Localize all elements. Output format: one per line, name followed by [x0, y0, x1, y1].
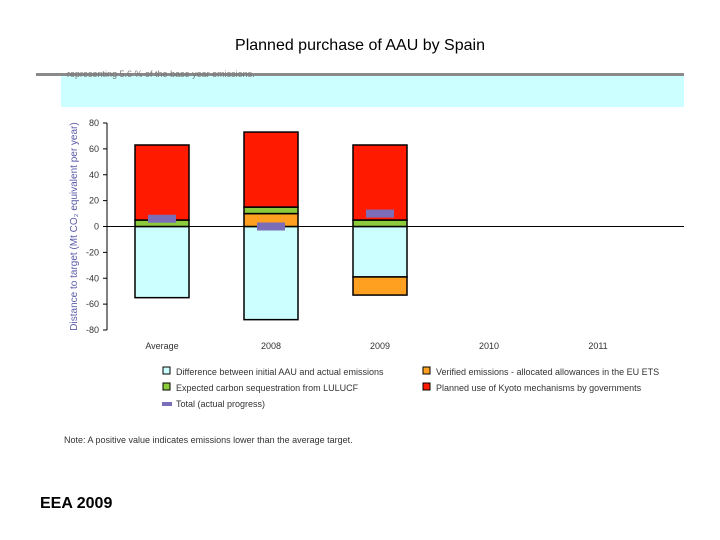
legend-label: Planned use of Kyoto mechanisms by gover…	[436, 383, 642, 393]
y-tick-label: 60	[89, 144, 99, 154]
bar-segment	[352, 276, 408, 296]
note-band: representing 5.6 % of the base year emis…	[61, 69, 684, 107]
legend-swatch	[162, 366, 171, 375]
x-category-label: 2011	[588, 341, 607, 351]
legend-label: Verified emissions - allocated allowance…	[436, 367, 659, 377]
bar-segment	[134, 225, 190, 299]
x-category-label: 2009	[370, 341, 390, 351]
y-tick-label: -20	[86, 247, 99, 257]
legend-swatch	[422, 382, 431, 391]
bar-segment	[352, 144, 408, 221]
y-tick-label: -60	[86, 299, 99, 309]
source-label: EEA 2009	[40, 495, 113, 512]
legend-swatch	[162, 382, 171, 391]
top-divider	[36, 73, 684, 76]
slide-title: Planned purchase of AAU by Spain	[235, 37, 485, 54]
bar-segment	[243, 206, 299, 215]
legend-label: Expected carbon sequestration from LULUC…	[176, 383, 359, 393]
y-tick-label: 40	[89, 170, 99, 180]
bar-segment	[134, 144, 190, 221]
x-category-label: Average	[145, 341, 178, 351]
y-tick-label: 20	[89, 196, 99, 206]
y-tick-label: 0	[94, 222, 99, 232]
band-text: representing 5.6 % of the base year emis…	[67, 69, 255, 79]
y-tick-label: 80	[89, 118, 99, 128]
y-tick-label: -80	[86, 325, 99, 335]
legend-label: Difference between initial AAU and actua…	[176, 367, 384, 377]
bar-segment	[352, 219, 408, 228]
y-axis-label: Distance to target (Mt CO₂ equivalent pe…	[69, 122, 80, 330]
legend-swatch	[422, 366, 431, 375]
legend-label: Total (actual progress)	[176, 399, 265, 409]
y-tick-label: -40	[86, 273, 99, 283]
chart-note: Note: A positive value indicates emissio…	[64, 435, 353, 445]
x-category-label: 2008	[261, 341, 281, 351]
bar-segment	[352, 225, 408, 278]
total-marker	[257, 222, 285, 231]
total-marker	[148, 214, 176, 223]
x-category-label: 2010	[479, 341, 499, 351]
bar-segment	[243, 225, 299, 321]
legend-swatch	[162, 402, 172, 406]
bar-segment	[243, 131, 299, 208]
total-marker	[366, 209, 394, 218]
